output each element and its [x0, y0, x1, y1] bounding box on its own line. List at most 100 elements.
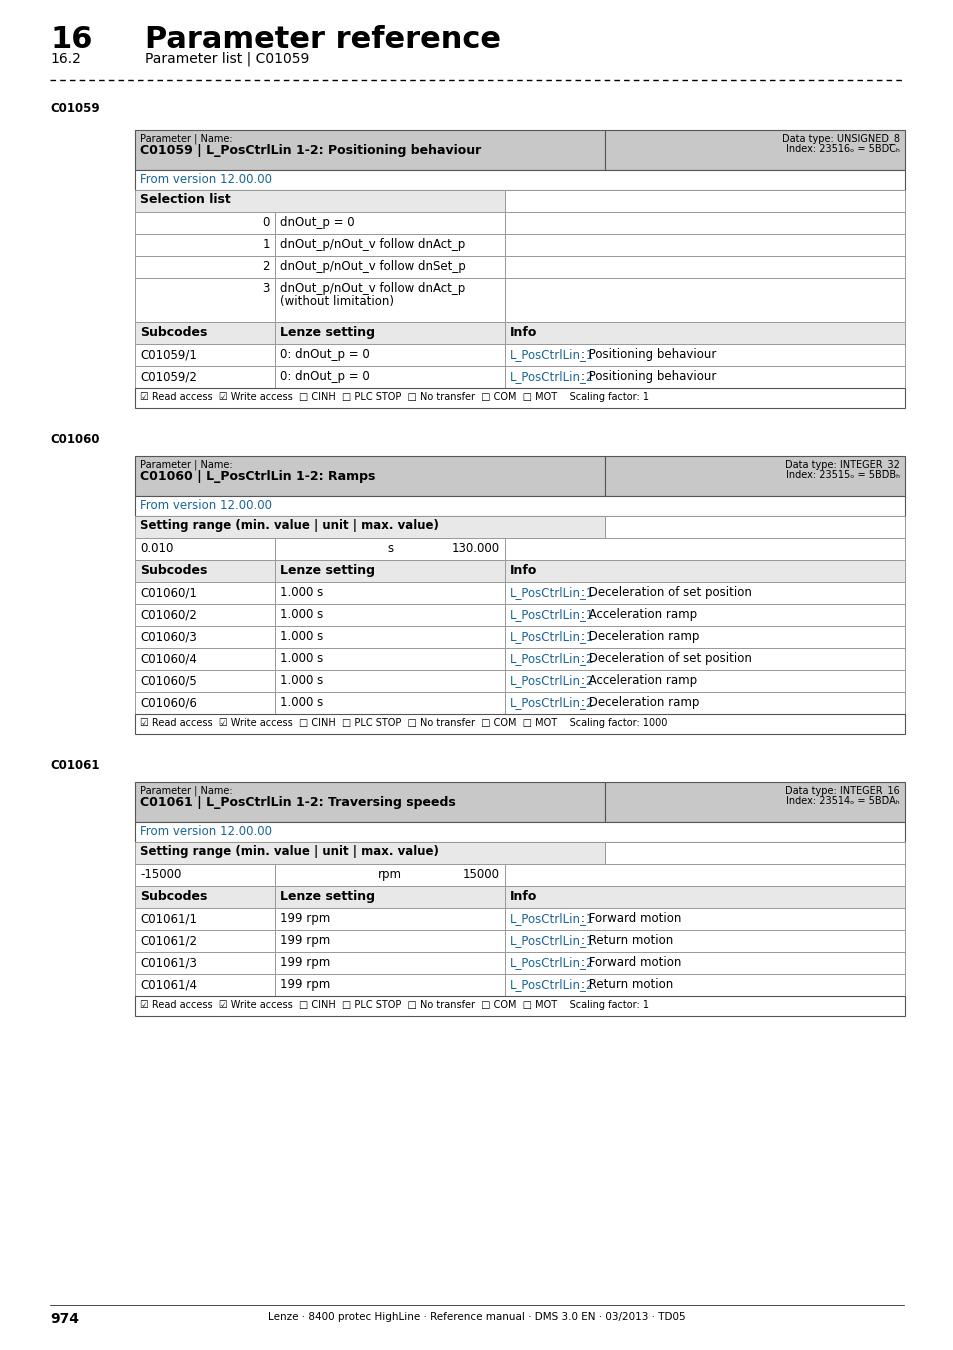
Bar	[274, 603, 504, 626]
Text: 15000: 15000	[462, 868, 499, 882]
Bar	[604, 130, 904, 170]
Text: -15000: -15000	[140, 868, 181, 882]
Bar	[504, 344, 904, 366]
Text: 1.000 s: 1.000 s	[280, 652, 323, 666]
Text: Index: 23516ₒ = 5BDCₕ: Index: 23516ₒ = 5BDCₕ	[785, 144, 899, 154]
Text: Index: 23514ₒ = 5BDAₕ: Index: 23514ₒ = 5BDAₕ	[785, 796, 899, 806]
Bar	[135, 864, 274, 886]
Bar	[135, 782, 604, 822]
Text: dnOut_p/nOut_v follow dnAct_p: dnOut_p/nOut_v follow dnAct_p	[280, 238, 465, 251]
Bar	[274, 560, 504, 582]
Bar	[274, 278, 504, 323]
Text: Index: 23515ₒ = 5BDBₕ: Index: 23515ₒ = 5BDBₕ	[785, 470, 899, 481]
Text: : Acceleration ramp: : Acceleration ramp	[580, 608, 697, 621]
Text: Parameter list | C01059: Parameter list | C01059	[145, 53, 309, 66]
Bar	[274, 648, 504, 670]
Text: 16.2: 16.2	[50, 53, 81, 66]
Bar	[504, 603, 904, 626]
Text: L_PosCtrlLin_1: L_PosCtrlLin_1	[510, 630, 594, 643]
Text: 199 rpm: 199 rpm	[280, 977, 330, 991]
Bar	[604, 842, 904, 864]
Bar	[274, 626, 504, 648]
Text: Data type: INTEGER_32: Data type: INTEGER_32	[784, 459, 899, 470]
Bar	[135, 626, 274, 648]
Bar	[274, 323, 504, 344]
Text: L_PosCtrlLin_2: L_PosCtrlLin_2	[510, 977, 594, 991]
Text: s: s	[387, 541, 393, 555]
Text: C01059: C01059	[50, 103, 99, 115]
Text: C01061/3: C01061/3	[140, 956, 196, 969]
Text: ☑ Read access  ☑ Write access  □ CINH  □ PLC STOP  □ No transfer  □ COM  □ MOT  : ☑ Read access ☑ Write access □ CINH □ PL…	[140, 718, 667, 728]
Text: : Forward motion: : Forward motion	[580, 956, 681, 969]
Bar	[135, 930, 274, 952]
Bar	[135, 256, 274, 278]
Text: C01061/4: C01061/4	[140, 977, 196, 991]
Text: 16: 16	[50, 26, 92, 54]
Text: : Positioning behaviour: : Positioning behaviour	[580, 370, 716, 383]
Bar	[135, 456, 604, 495]
Bar	[504, 256, 904, 278]
Text: ☑ Read access  ☑ Write access  □ CINH  □ PLC STOP  □ No transfer  □ COM  □ MOT  : ☑ Read access ☑ Write access □ CINH □ PL…	[140, 1000, 648, 1010]
Bar	[504, 670, 904, 693]
Bar	[135, 516, 604, 539]
Text: Subcodes: Subcodes	[140, 325, 207, 339]
Bar	[135, 234, 274, 256]
Text: 974: 974	[50, 1312, 79, 1326]
Text: (without limitation): (without limitation)	[280, 296, 394, 308]
Bar	[604, 456, 904, 495]
Text: L_PosCtrlLin_2: L_PosCtrlLin_2	[510, 956, 594, 969]
Bar	[504, 560, 904, 582]
Text: 199 rpm: 199 rpm	[280, 913, 330, 925]
Text: dnOut_p/nOut_v follow dnSet_p: dnOut_p/nOut_v follow dnSet_p	[280, 261, 465, 273]
Text: L_PosCtrlLin_1: L_PosCtrlLin_1	[510, 586, 594, 599]
Bar	[135, 560, 274, 582]
Text: Lenze · 8400 protec HighLine · Reference manual · DMS 3.0 EN · 03/2013 · TD05: Lenze · 8400 protec HighLine · Reference…	[268, 1312, 685, 1322]
Bar	[504, 366, 904, 387]
Text: 199 rpm: 199 rpm	[280, 956, 330, 969]
Text: L_PosCtrlLin_2: L_PosCtrlLin_2	[510, 652, 594, 666]
Bar	[274, 693, 504, 714]
Text: 0: dnOut_p = 0: 0: dnOut_p = 0	[280, 370, 370, 383]
Text: 0.010: 0.010	[140, 541, 173, 555]
Text: L_PosCtrlLin_1: L_PosCtrlLin_1	[510, 913, 594, 925]
Text: C01060/5: C01060/5	[140, 674, 196, 687]
Text: Setting range (min. value | unit | max. value): Setting range (min. value | unit | max. …	[140, 845, 438, 859]
Bar	[135, 842, 604, 864]
Text: Subcodes: Subcodes	[140, 564, 207, 576]
Text: 3: 3	[262, 282, 270, 296]
Bar	[274, 973, 504, 996]
Text: C01061/2: C01061/2	[140, 934, 196, 946]
Bar	[504, 693, 904, 714]
Text: Parameter | Name:: Parameter | Name:	[140, 784, 233, 795]
Text: : Acceleration ramp: : Acceleration ramp	[580, 674, 697, 687]
Text: 199 rpm: 199 rpm	[280, 934, 330, 946]
Text: C01061 | L_PosCtrlLin 1-2: Traversing speeds: C01061 | L_PosCtrlLin 1-2: Traversing sp…	[140, 796, 456, 809]
Text: 130.000: 130.000	[452, 541, 499, 555]
Bar	[135, 909, 274, 930]
Text: Lenze setting: Lenze setting	[280, 325, 375, 339]
Text: C01060/2: C01060/2	[140, 608, 196, 621]
Text: L_PosCtrlLin_1: L_PosCtrlLin_1	[510, 934, 594, 946]
Text: Parameter | Name:: Parameter | Name:	[140, 134, 233, 143]
Bar	[274, 930, 504, 952]
Text: 1.000 s: 1.000 s	[280, 674, 323, 687]
Text: L_PosCtrlLin_1: L_PosCtrlLin_1	[510, 348, 594, 360]
Text: L_PosCtrlLin_1: L_PosCtrlLin_1	[510, 608, 594, 621]
Bar	[604, 516, 904, 539]
Text: Subcodes: Subcodes	[140, 890, 207, 903]
Bar	[274, 864, 504, 886]
Bar	[135, 603, 274, 626]
Text: : Forward motion: : Forward motion	[580, 913, 681, 925]
Bar	[504, 886, 904, 909]
Text: C01060/3: C01060/3	[140, 630, 196, 643]
Text: From version 12.00.00: From version 12.00.00	[140, 500, 272, 512]
Text: 1.000 s: 1.000 s	[280, 586, 323, 599]
Text: Info: Info	[510, 564, 537, 576]
Text: C01059/1: C01059/1	[140, 348, 196, 360]
Text: C01061: C01061	[50, 759, 99, 772]
Text: 1: 1	[262, 238, 270, 251]
Bar	[504, 278, 904, 323]
Bar	[135, 693, 274, 714]
Bar	[135, 582, 274, 603]
Text: : Positioning behaviour: : Positioning behaviour	[580, 348, 716, 360]
